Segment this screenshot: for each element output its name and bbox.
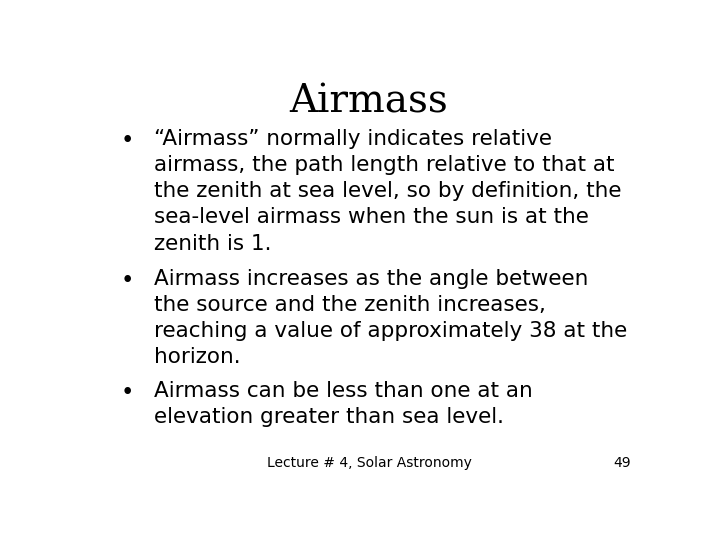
Text: Airmass: Airmass (289, 84, 449, 120)
Text: •: • (121, 381, 134, 404)
Text: “Airmass” normally indicates relative
airmass, the path length relative to that : “Airmass” normally indicates relative ai… (154, 129, 621, 254)
Text: •: • (121, 268, 134, 292)
Text: 49: 49 (613, 456, 631, 470)
Text: Lecture # 4, Solar Astronomy: Lecture # 4, Solar Astronomy (266, 456, 472, 470)
Text: Airmass can be less than one at an
elevation greater than sea level.: Airmass can be less than one at an eleva… (154, 381, 533, 427)
Text: •: • (121, 129, 134, 152)
Text: Airmass increases as the angle between
the source and the zenith increases,
reac: Airmass increases as the angle between t… (154, 268, 627, 367)
